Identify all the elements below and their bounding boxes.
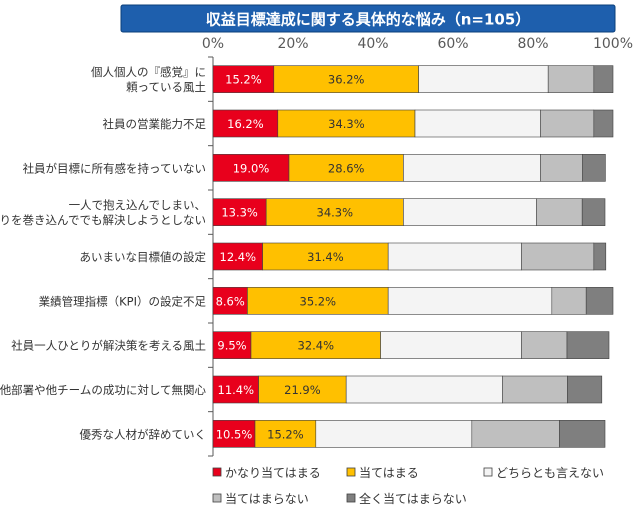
data-label: 19.0% bbox=[233, 161, 270, 175]
bar-segment bbox=[212, 420, 256, 448]
bar-segment bbox=[403, 154, 541, 182]
legend-swatch bbox=[346, 467, 356, 477]
data-label: 34.3% bbox=[317, 206, 354, 220]
bar-segment bbox=[521, 242, 595, 271]
bar-segment bbox=[212, 287, 248, 315]
bar-segment bbox=[521, 331, 568, 359]
chart-title-banner: 収益目標達成に関する具体的な悩み（n=105） bbox=[120, 4, 616, 33]
bar-segment bbox=[387, 287, 553, 315]
category-label: あいまいな目標値の設定 bbox=[80, 250, 207, 264]
category-label: 社員の営業能力不足 bbox=[103, 117, 207, 131]
category-label: 業績管理指標（KPI）の設定不足 bbox=[39, 294, 207, 308]
bar-segment bbox=[265, 198, 404, 226]
bar-segment bbox=[212, 198, 267, 226]
bar-segment bbox=[471, 420, 560, 448]
data-label: 9.5% bbox=[217, 339, 246, 353]
legend-swatch bbox=[212, 493, 222, 503]
category-labels: 個人個人の『感覚』に頼っている風土社員の営業能力不足社員が目標に所有感を持ってい… bbox=[0, 65, 206, 441]
legend-swatch bbox=[346, 493, 356, 503]
bar-segment bbox=[387, 242, 522, 271]
category-label: 周りを巻き込んででも解決しようとしない bbox=[0, 213, 206, 227]
bar-segment bbox=[593, 109, 614, 138]
bar-segment bbox=[212, 331, 252, 359]
data-label: 28.6% bbox=[328, 161, 365, 175]
x-tick-label: 40% bbox=[357, 36, 388, 52]
bar-segment bbox=[502, 375, 568, 404]
legend-label: 全く当てはまらない bbox=[359, 491, 467, 506]
bar-segment bbox=[540, 109, 595, 138]
bar-segment bbox=[258, 375, 347, 404]
x-tick-label: 60% bbox=[437, 36, 468, 52]
bar-segment bbox=[212, 242, 263, 271]
bar-segment bbox=[559, 420, 606, 448]
bar-segment bbox=[262, 242, 389, 271]
data-label: 34.3% bbox=[328, 117, 365, 131]
bar-segment bbox=[288, 154, 404, 182]
data-label: 32.4% bbox=[298, 339, 335, 353]
legend-label: どちらとも言えない bbox=[496, 466, 604, 480]
data-label: 21.9% bbox=[284, 383, 321, 397]
bar-segment bbox=[567, 375, 603, 404]
category-label: 社員一人ひとりが解決策を考える風土 bbox=[11, 339, 206, 353]
data-label: 16.2% bbox=[227, 117, 264, 131]
x-tick-label: 80% bbox=[517, 36, 548, 52]
legend-label: 当てはまる bbox=[359, 466, 419, 480]
category-label: 他部署や他チームの成功に対して無関心 bbox=[0, 383, 206, 397]
bar-segment bbox=[585, 287, 614, 315]
bar-segment bbox=[582, 154, 606, 182]
bar-segment bbox=[581, 198, 606, 226]
data-label: 8.6% bbox=[216, 294, 245, 308]
x-tick-label: 0% bbox=[202, 36, 224, 52]
bar-segment bbox=[593, 65, 614, 93]
data-label: 31.4% bbox=[307, 250, 344, 264]
x-axis-tick-labels: 0% 20% 40% 60% 80% 100% bbox=[202, 36, 633, 52]
bar-segment bbox=[414, 109, 541, 138]
data-label: 15.2% bbox=[267, 427, 304, 441]
plot-area: 15.2% 36.2% 16.2% 34.3% 19.0% 28.6% 13.3% 34.3%… bbox=[208, 56, 614, 457]
legend-swatch bbox=[483, 467, 493, 477]
bar-segment bbox=[536, 198, 583, 226]
data-label: 10.5% bbox=[216, 427, 253, 441]
bar-segment bbox=[540, 154, 583, 182]
category-label: 個人個人の『感覚』に bbox=[91, 65, 206, 79]
data-label: 12.4% bbox=[220, 250, 257, 264]
bar-segment bbox=[212, 109, 279, 138]
data-label: 11.4% bbox=[218, 383, 255, 397]
legend-swatch bbox=[212, 467, 222, 477]
bar-segment bbox=[345, 375, 503, 404]
bar-segment bbox=[250, 331, 381, 359]
x-tick-label: 100% bbox=[593, 36, 633, 52]
bar-segment bbox=[403, 198, 537, 226]
bar-segment bbox=[380, 331, 522, 359]
category-label: 頼っている風土 bbox=[126, 80, 206, 94]
data-label: 35.2% bbox=[300, 294, 337, 308]
bar-segment bbox=[418, 65, 549, 93]
bar-segment bbox=[212, 375, 259, 404]
category-label: 優秀な人材が辞めていく bbox=[80, 427, 207, 441]
chart-title: 収益目標達成に関する具体的な悩み（n=105） bbox=[206, 11, 531, 29]
bar-segment bbox=[254, 420, 317, 448]
x-tick-label: 20% bbox=[277, 36, 308, 52]
data-label: 36.2% bbox=[328, 73, 365, 87]
bar-segment bbox=[547, 65, 595, 93]
data-label: 13.3% bbox=[221, 206, 258, 220]
data-label: 15.2% bbox=[225, 73, 262, 87]
legend-label: 当てはまらない bbox=[225, 492, 309, 506]
bar-segment bbox=[593, 242, 607, 271]
category-label: 一人で抱え込んでしまい、 bbox=[69, 198, 206, 212]
legend-label: かなり当てはまる bbox=[225, 466, 321, 480]
bar-segment bbox=[315, 420, 473, 448]
bar-segment bbox=[247, 287, 389, 315]
category-label: 社員が目標に所有感を持っていない bbox=[23, 161, 206, 175]
bar-segment bbox=[566, 331, 610, 359]
bar-segment bbox=[551, 287, 587, 315]
